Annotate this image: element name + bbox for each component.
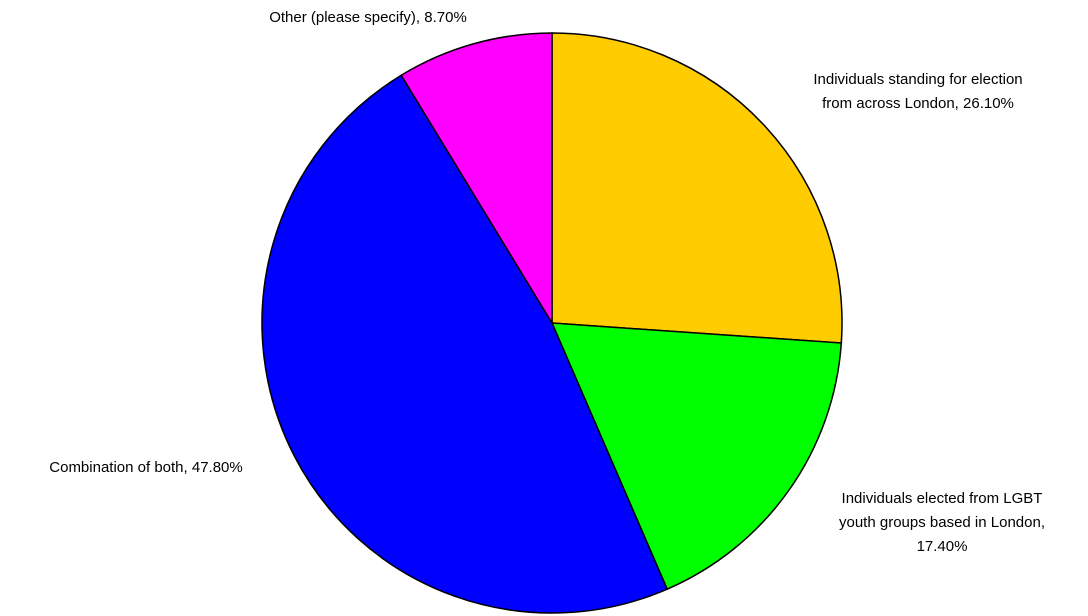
label-line: youth groups based in London, <box>839 514 1045 531</box>
slice-label: Individuals standing for election from ac… <box>813 71 1022 112</box>
pie-slice <box>400 32 553 326</box>
slice-label: Combination of both, 47.80% <box>49 459 242 476</box>
label-line: Other (please specify), 8.70% <box>269 9 467 26</box>
pie-slice <box>550 322 843 591</box>
slice-label: Other (please specify), 8.70% <box>269 9 467 26</box>
label-line: Individuals standing for election <box>813 71 1022 88</box>
slice-label: Individuals elected from LGBT youth group… <box>839 490 1045 555</box>
label-line: Individuals elected from LGBT <box>842 490 1043 507</box>
label-line: 17.40% <box>917 538 968 555</box>
label-line: from across London, 26.10% <box>822 95 1014 112</box>
label-line: Combination of both, 47.80% <box>49 459 242 476</box>
pie-slice <box>551 32 843 344</box>
pie-slice <box>261 74 669 614</box>
